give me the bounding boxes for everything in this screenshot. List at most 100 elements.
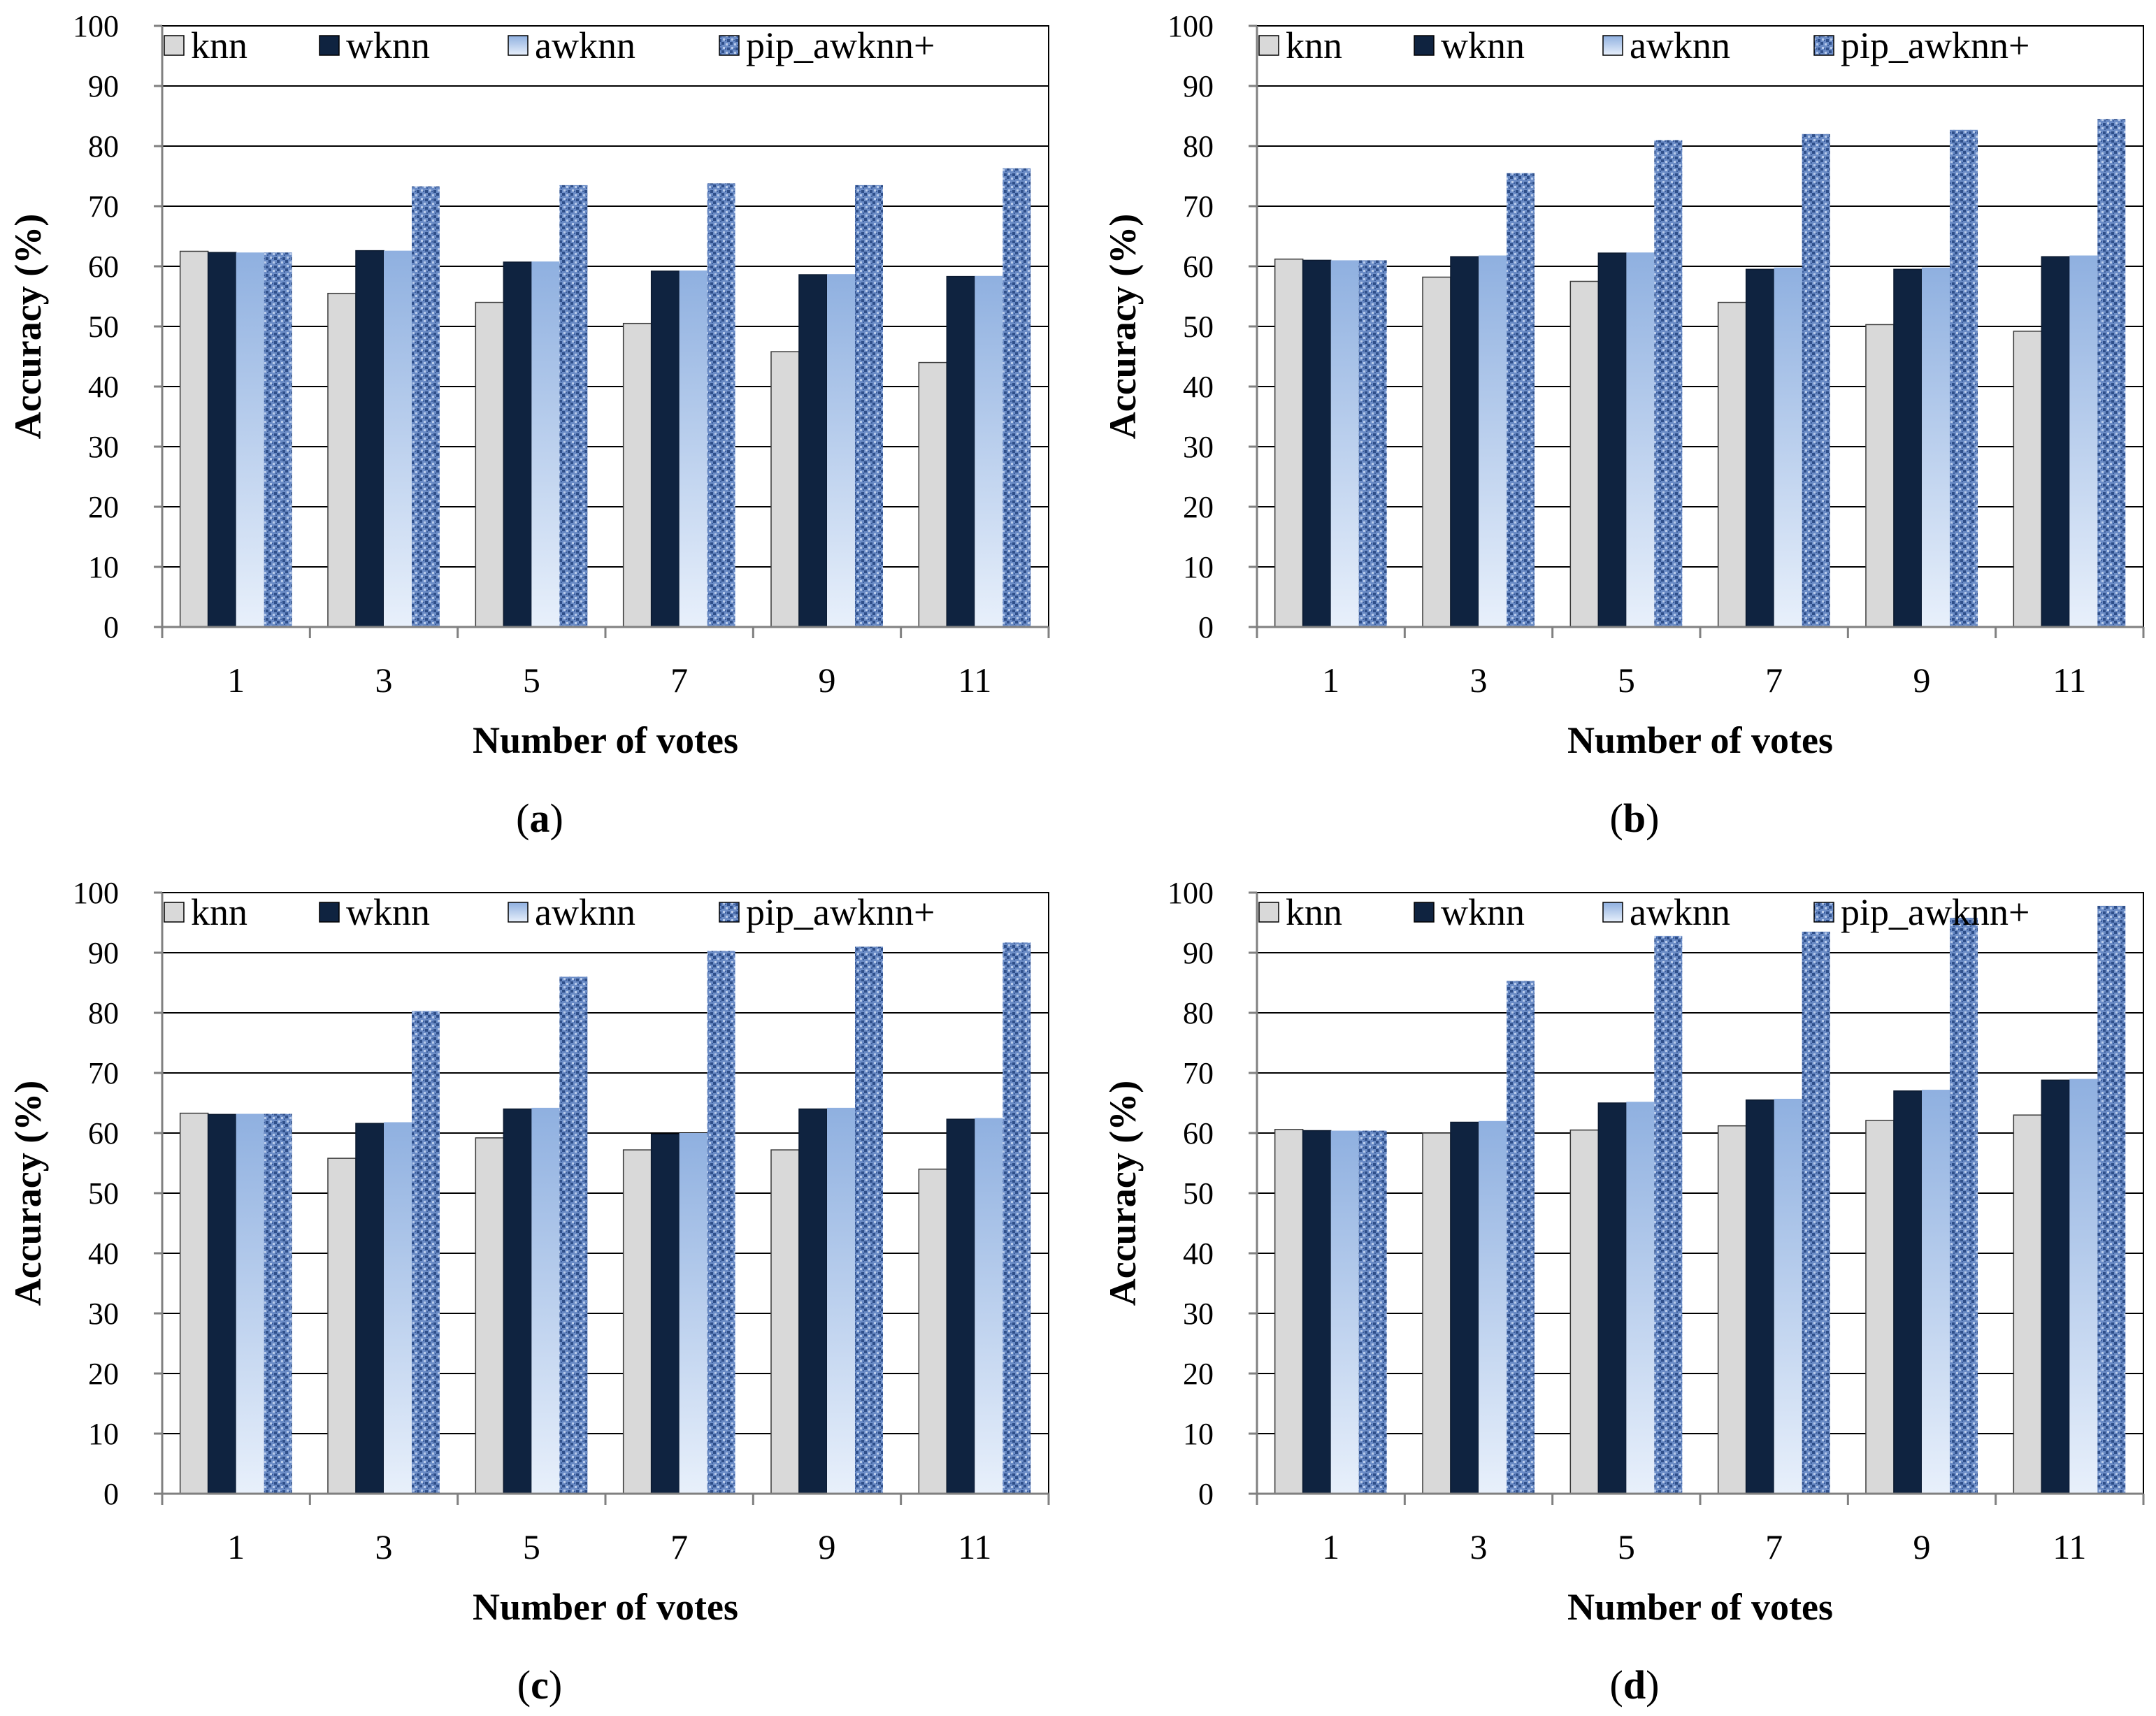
bar-wknn-5: [1597, 252, 1627, 628]
legend-swatch-knn: [164, 902, 185, 923]
bar-knn-9: [770, 351, 800, 628]
x-tick-label: 7: [1765, 1527, 1783, 1566]
bar-awknn-3: [384, 250, 412, 627]
bar-knn-11: [918, 1168, 948, 1494]
bar-pip-awknn--9: [855, 185, 883, 627]
x-tick-label: 7: [670, 1527, 688, 1566]
bar-pip-awknn--3: [1507, 173, 1535, 627]
bar-pip-awknn--5: [559, 185, 588, 627]
bar-wknn-9: [1893, 1090, 1923, 1494]
bar-wknn-9: [798, 1108, 828, 1494]
bar-awknn-5: [531, 261, 560, 627]
y-tick-label: 10: [88, 550, 119, 584]
x-axis-title: Number of votes: [1567, 719, 1833, 761]
y-tick-label: 50: [1183, 310, 1214, 344]
bar-knn-3: [1422, 1132, 1451, 1494]
legend-label-wknn: wknn: [1441, 24, 1525, 66]
x-tick-label: 11: [2053, 661, 2086, 700]
bar-pip-awknn--3: [412, 186, 440, 627]
bar-pip-awknn--1: [1358, 1130, 1387, 1494]
x-tick-label: 1: [1322, 661, 1339, 700]
x-tick-label: 1: [1322, 1527, 1339, 1566]
bar-pip-awknn--3: [1507, 981, 1535, 1494]
y-tick-label: 100: [73, 876, 119, 910]
x-tick-label: 9: [819, 661, 836, 700]
legend-swatch-wknn: [1414, 35, 1435, 56]
bar-awknn-7: [679, 1133, 707, 1494]
bar-awknn-9: [1922, 1090, 1950, 1494]
bar-knn-9: [1865, 324, 1895, 628]
bar-knn-1: [179, 250, 209, 628]
bar-pip-awknn--11: [1002, 168, 1031, 627]
y-tick-label: 70: [88, 189, 119, 224]
x-tick-label: 3: [1470, 661, 1488, 700]
bar-knn-5: [1569, 280, 1600, 628]
bar-awknn-9: [827, 274, 855, 627]
y-tick-label: 50: [1183, 1176, 1214, 1211]
bar-awknn-3: [1479, 255, 1507, 627]
legend-swatch-pip-awknn-: [1813, 902, 1834, 923]
legend-swatch-knn: [164, 35, 185, 56]
y-tick-label: 70: [88, 1056, 119, 1090]
y-tick-label: 30: [88, 430, 119, 464]
bar-pip-awknn--1: [264, 1113, 292, 1494]
legend-label-knn: knn: [191, 24, 247, 66]
bar-awknn-1: [1330, 260, 1359, 627]
bar-awknn-11: [2069, 255, 2098, 627]
bar-pip-awknn--5: [1654, 935, 1683, 1494]
y-tick-label: 20: [1183, 1357, 1214, 1391]
legend-label-knn: knn: [1286, 891, 1342, 933]
bar-pip-awknn--7: [707, 183, 735, 627]
x-tick-label: 7: [670, 661, 688, 700]
bar-awknn-1: [236, 252, 264, 628]
panel-label: (c): [517, 1662, 562, 1708]
y-axis-title: Accuracy (%): [1102, 214, 1144, 439]
bar-knn-5: [475, 1137, 505, 1494]
bar-wknn-3: [355, 250, 385, 628]
bar-pip-awknn--9: [855, 946, 883, 1494]
y-tick-label: 20: [1183, 490, 1214, 524]
legend-swatch-knn: [1258, 902, 1279, 923]
x-tick-label: 11: [2053, 1527, 2086, 1566]
bar-wknn-5: [503, 1108, 533, 1494]
legend-label-wknn: wknn: [346, 24, 430, 66]
y-tick-label: 60: [1183, 1116, 1214, 1151]
bar-pip-awknn--11: [2097, 905, 2126, 1494]
bar-knn-3: [1422, 276, 1451, 628]
legend-swatch-wknn: [1414, 902, 1435, 923]
x-axis-title: Number of votes: [1567, 1586, 1833, 1628]
y-tick-label: 80: [1183, 129, 1214, 164]
x-tick-label: 9: [1913, 661, 1931, 700]
bar-wknn-3: [355, 1123, 385, 1494]
bar-wknn-7: [650, 1133, 680, 1494]
legend-swatch-knn: [1258, 35, 1279, 56]
bar-wknn-5: [1597, 1102, 1627, 1494]
x-tick-label: 5: [523, 1527, 540, 1566]
bar-pip-awknn--7: [1802, 931, 1830, 1494]
legend-swatch-awknn: [1602, 902, 1623, 923]
bar-knn-11: [2013, 1114, 2043, 1494]
x-tick-label: 5: [1618, 1527, 1635, 1566]
x-tick-label: 9: [819, 1527, 836, 1566]
x-tick-label: 11: [958, 1527, 991, 1566]
legend-label-pip-awknn-: pip_awknn+: [746, 891, 935, 933]
legend-label-pip-awknn-: pip_awknn+: [1841, 24, 2029, 66]
y-tick-label: 90: [1183, 936, 1214, 970]
bar-awknn-5: [1626, 252, 1655, 628]
bar-awknn-5: [531, 1107, 560, 1494]
legend-swatch-pip-awknn-: [719, 35, 740, 56]
chart-panel-a: 0 10 20 30 40 50 60 70 80 90 100 1 3 5 7 9 11 knn wknn awkn…: [7, 9, 1050, 841]
bar-wknn-1: [207, 252, 237, 628]
bar-knn-1: [1274, 258, 1304, 628]
legend-label-awknn: awknn: [1630, 24, 1730, 66]
bar-awknn-11: [975, 1118, 1003, 1494]
legend-swatch-awknn: [1602, 35, 1623, 56]
x-tick-label: 9: [1913, 1527, 1931, 1566]
x-tick-label: 1: [227, 1527, 245, 1566]
legend-swatch-pip-awknn-: [1813, 35, 1834, 56]
bar-wknn-7: [1745, 268, 1775, 628]
legend-label-pip-awknn-: pip_awknn+: [746, 24, 935, 66]
y-tick-label: 0: [1198, 610, 1214, 644]
x-tick-label: 3: [1470, 1527, 1488, 1566]
